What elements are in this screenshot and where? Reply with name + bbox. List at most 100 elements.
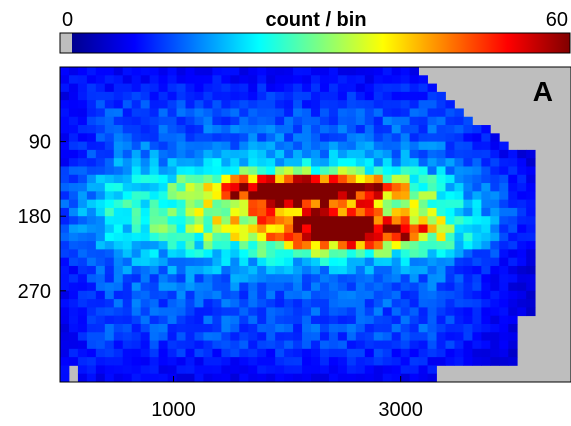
heatmap-cell [481,191,491,201]
heatmap-cell [203,282,213,292]
heatmap-cell [391,365,402,375]
heatmap-cell [221,299,231,308]
heatmap-cell [364,191,375,201]
heatmap-cell [77,348,88,358]
heatmap-cell [508,207,518,217]
heatmap-cell [373,100,384,109]
heatmap-cell [68,315,79,325]
heatmap-cell [140,149,151,159]
heatmap-cell [284,340,294,350]
heatmap-cell [60,249,70,259]
heatmap-cell [104,299,115,308]
heatmap-cell [311,116,321,126]
heatmap-cell [140,216,151,225]
heatmap-cell [319,141,330,151]
heatmap-cell [526,232,536,242]
heatmap-cell [418,174,428,184]
heatmap-cell [319,207,330,217]
heatmap-cell [454,274,464,283]
heatmap-cell [68,232,79,242]
heatmap-cell [445,315,455,325]
heatmap-cell [472,207,482,217]
heatmap-cell [328,100,339,109]
heatmap-cell [95,149,106,159]
heatmap-cell [113,357,124,366]
y-tick-label: 90 [29,132,51,154]
heatmap-cell [131,232,142,242]
heatmap-cell [212,108,222,118]
heatmap-cell [212,348,222,358]
heatmap-cell [176,290,186,300]
heatmap-cell [212,257,222,267]
heatmap-cell [212,373,222,383]
heatmap-cell [131,108,142,118]
heatmap-cell [203,183,213,192]
heatmap-cell [113,67,124,76]
heatmap-cell [158,91,168,101]
heatmap-cell [454,191,464,201]
heatmap-cell [176,75,186,84]
heatmap-cell [454,348,464,358]
heatmap-cell [95,75,106,84]
heatmap-cell [472,323,482,333]
heatmap-cell [167,249,177,259]
heatmap-cell [409,174,419,184]
heatmap-cell [409,191,419,201]
heatmap-cell [400,108,411,118]
heatmap-cell [140,174,151,184]
heatmap-cell [275,290,285,300]
heatmap-cell [337,340,348,350]
heatmap-cell [454,357,464,366]
heatmap-cell [248,249,258,259]
heatmap-cell [158,75,168,84]
heatmap-cell [158,116,168,126]
heatmap-cell [472,166,482,176]
colorbar-gradient [72,33,570,53]
heatmap-cell [284,67,294,76]
heatmap-cell [508,357,518,366]
heatmap-cell [140,166,151,176]
heatmap-cell [427,149,437,159]
heatmap-cell [400,290,411,300]
heatmap-cell [311,166,321,176]
heatmap-cell [113,265,124,275]
heatmap-cell [230,232,240,242]
heatmap-cell [293,83,303,93]
heatmap-cell [221,83,231,93]
heatmap-cell [77,83,88,93]
heatmap-cell [221,282,231,292]
heatmap-cell [337,83,348,93]
heatmap-cell [60,290,70,300]
heatmap-cell [275,108,285,118]
heatmap-cell [445,149,455,159]
heatmap-cell [221,323,231,333]
heatmap-cell [427,158,437,167]
heatmap-cell [113,365,124,375]
heatmap-cell [409,91,419,101]
heatmap-cell [293,348,303,358]
heatmap-cell [364,149,375,159]
heatmap-cell [391,207,402,217]
heatmap-cell [203,191,213,201]
heatmap-cell [427,307,437,317]
heatmap-cell [176,125,186,134]
heatmap-cell [284,141,294,151]
heatmap-cell [418,332,428,341]
heatmap-cell [409,166,419,176]
heatmap-cell [490,216,500,225]
heatmap-cell [239,207,249,217]
heatmap-cell [257,174,267,184]
heatmap-cell [122,91,133,101]
heatmap-cell [185,166,195,176]
heatmap-cell [140,75,151,84]
heatmap-cell [194,340,204,350]
heatmap-cell [113,166,124,176]
heatmap-cell [481,199,491,209]
heatmap-cell [400,282,411,292]
heatmap-cell [463,274,473,283]
heatmap-cell [364,332,375,341]
heatmap-cell [517,274,527,283]
heatmap-cell [319,67,330,76]
heatmap-cell [409,340,419,350]
heatmap-cell [104,257,115,267]
